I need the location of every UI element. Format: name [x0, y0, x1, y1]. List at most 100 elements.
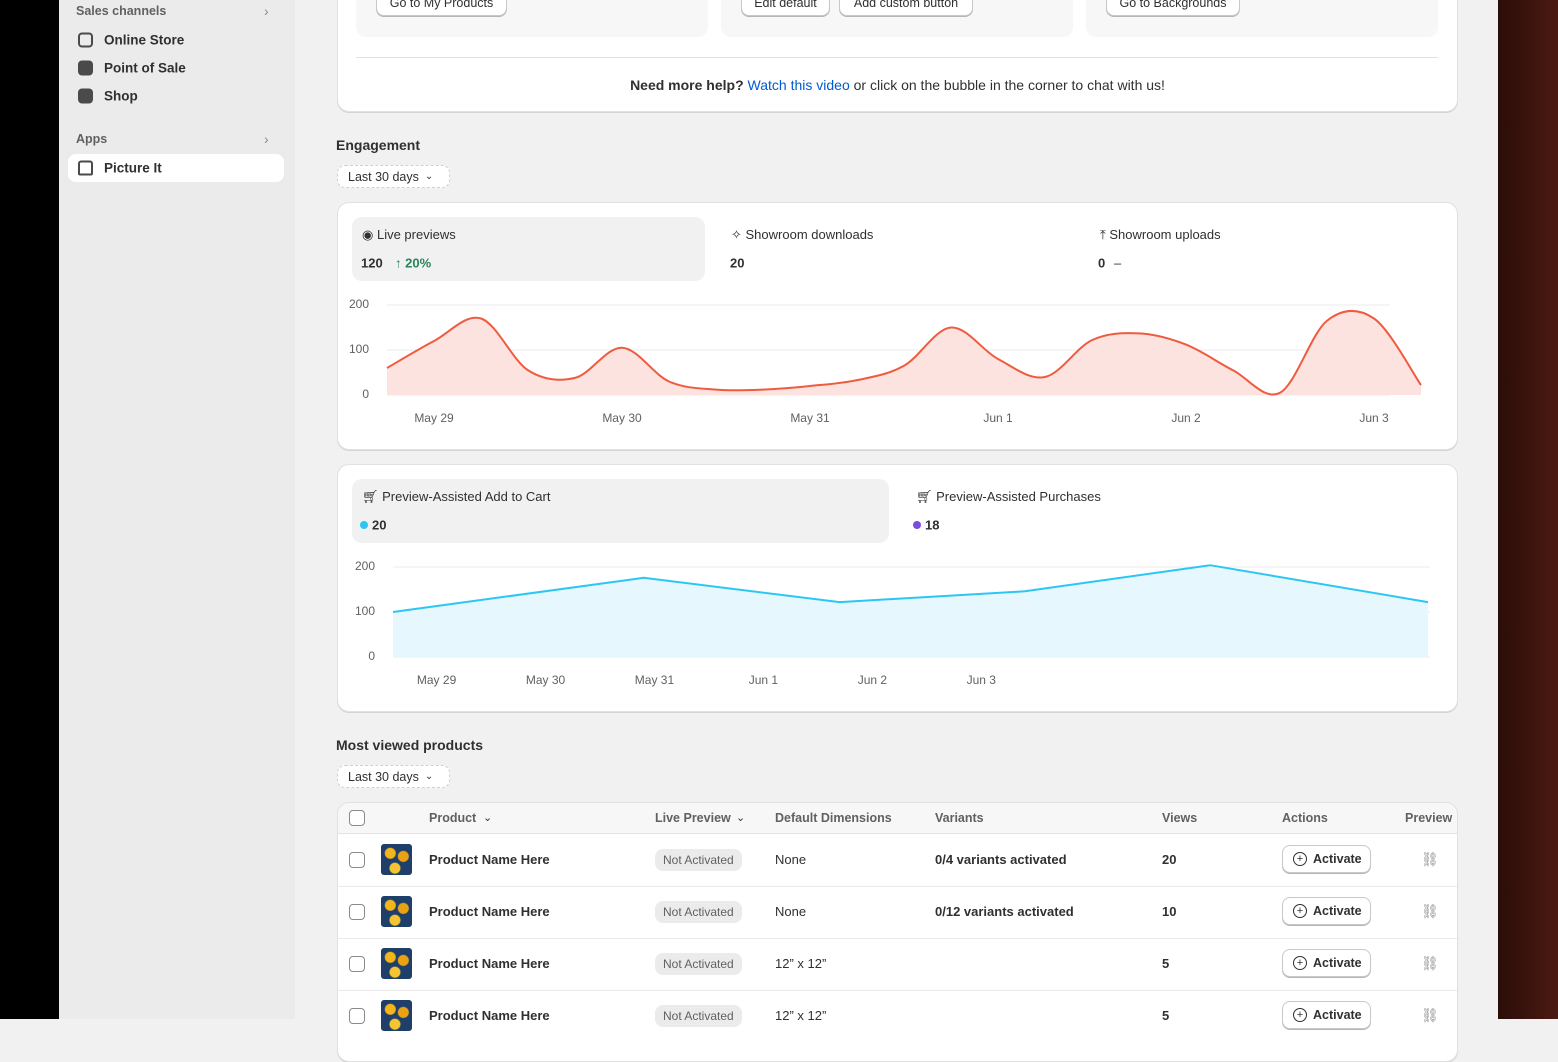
nav-item[interactable]: Point of Sale [104, 60, 186, 76]
button-label: Activate [1313, 1008, 1362, 1022]
badge: Not Activated [655, 953, 742, 975]
nav-item[interactable]: Online Store [104, 32, 185, 48]
checkbox[interactable] [349, 904, 365, 920]
column-header: Live Preview [655, 811, 731, 825]
sort-caret[interactable]: ⌄ [483, 812, 493, 824]
link[interactable]: Watch this video [747, 77, 850, 93]
badge: Not Activated [655, 1005, 742, 1027]
metric-change: – [1114, 255, 1122, 271]
metric-change-text: 20% [405, 255, 432, 271]
caret: ⌄ [424, 771, 434, 782]
checkbox[interactable] [349, 810, 365, 826]
chevron[interactable]: › [264, 3, 269, 19]
link-icon[interactable]: ⛓︎ [1421, 903, 1439, 919]
nav-selected[interactable] [68, 154, 284, 182]
sidebar [59, 0, 295, 1019]
caret: ⌄ [424, 171, 434, 182]
chevron[interactable]: › [264, 131, 269, 147]
button[interactable]: Edit default [741, 0, 830, 16]
dimensions: 12” x 12” [775, 1008, 827, 1023]
dropdown[interactable]: Last 30 days ⌄ [337, 765, 450, 788]
thumbnail [381, 844, 412, 875]
thumbnail [381, 948, 412, 979]
legend-dot [913, 521, 921, 529]
column-header: Default Dimensions [775, 811, 892, 825]
column-header: Variants [935, 811, 984, 825]
button[interactable]: + Activate [1282, 897, 1371, 925]
button[interactable]: + Activate [1282, 1001, 1371, 1029]
checkbox[interactable] [349, 956, 365, 972]
badge: Not Activated [655, 849, 742, 871]
icon [78, 160, 93, 176]
button[interactable]: + Activate [1282, 845, 1371, 873]
icon: + [1293, 904, 1307, 918]
views: 5 [1162, 1008, 1170, 1023]
column-header: Actions [1282, 811, 1328, 825]
backdrop [0, 0, 59, 1019]
section-title: Engagement [336, 137, 421, 153]
dropdown[interactable]: Last 30 days ⌄ [337, 165, 450, 188]
sort-caret[interactable]: ⌄ [736, 812, 746, 824]
column-header: Views [1162, 811, 1198, 825]
button[interactable]: + Activate [1282, 949, 1371, 977]
table-header [338, 803, 1457, 834]
button[interactable]: Go to Backgrounds [1106, 0, 1240, 16]
row [338, 990, 1457, 1043]
checkbox[interactable] [349, 852, 365, 868]
button-label: Activate [1313, 852, 1362, 866]
section-label: Sales channels [76, 4, 167, 18]
icon [78, 88, 93, 104]
dimensions: None [775, 852, 807, 867]
row [338, 886, 1457, 939]
metric-change: ↑ 20% [395, 255, 432, 271]
product-name: Product Name Here [429, 1008, 550, 1023]
metric-label[interactable]: ✧ Showroom downloads [731, 227, 874, 242]
column-header: Preview [1405, 811, 1453, 825]
icon: + [1293, 852, 1307, 866]
thumbnail [381, 896, 412, 927]
metric-text: Showroom downloads [745, 227, 874, 242]
nav-item[interactable]: Picture It [104, 160, 162, 176]
link-icon[interactable]: ⛓︎ [1421, 851, 1439, 867]
button[interactable]: Add custom button [839, 0, 973, 16]
variants: 0/12 variants activated [935, 904, 1074, 919]
legend-dot [360, 521, 368, 529]
icon: + [1293, 956, 1307, 970]
section-title: Most viewed products [336, 737, 484, 753]
checkbox[interactable] [349, 1008, 365, 1024]
help-rest: or click on the bubble in the corner to … [853, 77, 1165, 93]
button-label: Activate [1313, 904, 1362, 918]
metric-text: Preview-Assisted Add to Cart [382, 489, 551, 504]
metric-text: Live previews [376, 227, 456, 242]
metric-tab-selected[interactable] [352, 479, 889, 543]
views: 20 [1162, 852, 1177, 867]
help-lead: Need more help? [630, 77, 744, 93]
variants: 0/4 variants activated [935, 852, 1067, 867]
button-label: Activate [1313, 956, 1362, 970]
icon [78, 32, 93, 48]
metric-text: Preview-Assisted Purchases [936, 489, 1101, 504]
nav-item[interactable]: Shop [104, 88, 138, 104]
button[interactable]: Go to My Products [376, 0, 507, 16]
icon: + [1293, 1008, 1307, 1022]
row [338, 938, 1457, 991]
link-icon[interactable]: ⛓︎ [1421, 955, 1439, 971]
divider [356, 57, 1438, 58]
metric-tab-selected[interactable] [352, 217, 705, 281]
link-icon[interactable]: ⛓︎ [1421, 1007, 1439, 1023]
metric-label[interactable]: 🛒︎ Preview-Assisted Purchases [916, 489, 1101, 504]
views: 10 [1162, 904, 1177, 919]
views: 5 [1162, 956, 1170, 971]
metric-value: 120 [361, 255, 383, 271]
product-name: Product Name Here [429, 904, 550, 919]
dimensions: None [775, 904, 807, 919]
metric-value: 18 [925, 517, 940, 533]
metric-text: Showroom uploads [1109, 227, 1221, 242]
product-name: Product Name Here [429, 852, 550, 867]
dropdown-label: Last 30 days [348, 169, 419, 184]
product-name: Product Name Here [429, 956, 550, 971]
dimensions: 12” x 12” [775, 956, 827, 971]
icon [78, 60, 93, 76]
metric-label[interactable]: ⤒ Showroom uploads [1100, 227, 1221, 242]
